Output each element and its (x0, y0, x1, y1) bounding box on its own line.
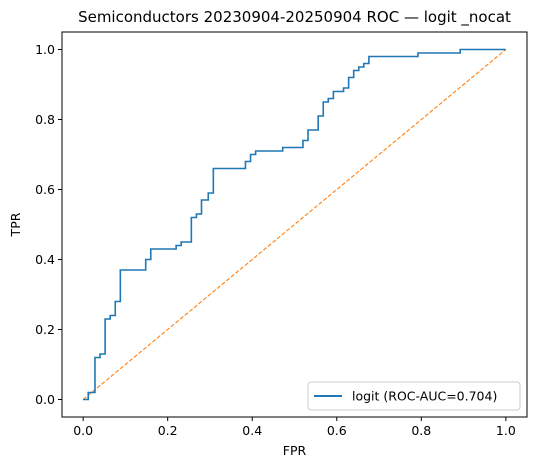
y-tick-label: 0.0 (35, 392, 55, 407)
y-tick-label: 1.0 (35, 42, 55, 57)
chance-diagonal-line (82, 49, 507, 400)
y-tick-label: 0.2 (35, 322, 55, 337)
y-tick-label: 0.8 (35, 112, 55, 127)
roc-curve-line (83, 48, 506, 401)
x-tick-label: 0.6 (327, 423, 347, 438)
y-axis-label: TPR (8, 212, 23, 237)
plot-frame (61, 31, 528, 418)
x-axis-ticks: 0.0 0.2 0.4 0.6 0.8 1.0 (73, 417, 516, 438)
legend: logit (ROC-AUC=0.704) (307, 381, 521, 411)
x-axis-label: FPR (283, 443, 307, 458)
y-tick-label: 0.4 (35, 252, 55, 267)
x-tick-label: 0.4 (242, 423, 262, 438)
legend-box (307, 381, 521, 411)
y-axis-ticks: 0.0 0.2 0.4 0.6 0.8 1.0 (35, 42, 62, 407)
chart-title: Semiconductors 20230904-20250904 ROC — l… (78, 8, 511, 27)
series-layer (82, 48, 507, 401)
x-tick-label: 0.2 (158, 423, 178, 438)
y-tick-label: 0.6 (35, 182, 55, 197)
x-tick-label: 0.8 (411, 423, 431, 438)
x-tick-label: 0.0 (73, 423, 93, 438)
x-tick-label: 1.0 (496, 423, 516, 438)
legend-label: logit (ROC-AUC=0.704) (352, 389, 497, 404)
